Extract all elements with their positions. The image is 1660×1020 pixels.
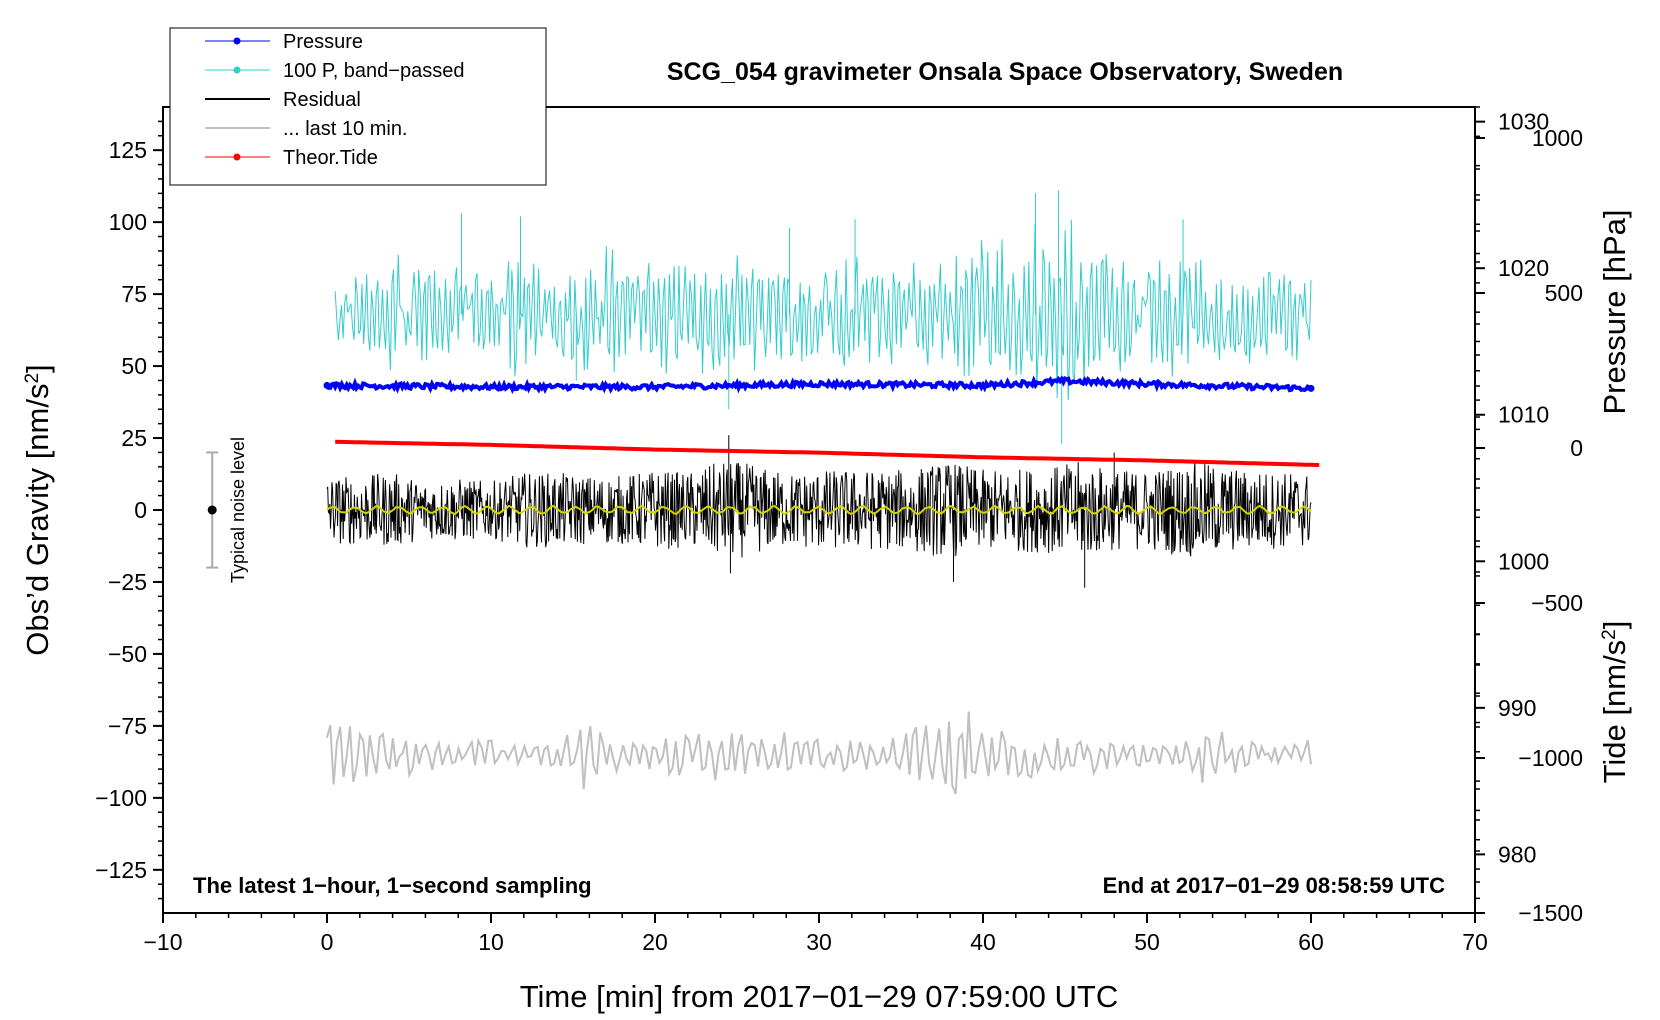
y-tick-label: 25: [121, 425, 147, 451]
x-tick-label: −10: [143, 929, 182, 955]
pressure-tick-label: 1000: [1498, 548, 1549, 574]
noise-bar-label: Typical noise level: [228, 437, 248, 583]
legend: Pressure 100 P, band−passed Residual ... la…: [169, 27, 547, 186]
x-axis-title: Time [min] from 2017−01−29 07:59:00 UTC: [520, 979, 1119, 1014]
x-tick-label: 30: [806, 929, 832, 955]
x-tick-label: 20: [642, 929, 668, 955]
y-axis-title-left: Obs’d Gravity [nm/s2]: [20, 364, 55, 655]
y-tick-label: 100: [109, 209, 147, 235]
chart-title: SCG_054 gravimeter Onsala Space Observat…: [667, 58, 1343, 86]
noise-bar-center: [207, 505, 217, 515]
tide-tick-label: 500: [1545, 280, 1583, 306]
legend-box: [169, 27, 547, 186]
legend-label: ... last 10 min.: [283, 118, 408, 140]
legend-label: Residual: [283, 89, 361, 111]
legend-marker: [233, 153, 241, 161]
y-tick-label: 75: [121, 281, 147, 307]
tide-tick-label: 1000: [1532, 125, 1583, 151]
series-bandpassed-pressure: [334, 219, 1312, 401]
pressure-tick-label: 1010: [1498, 402, 1549, 428]
x-tick-label: 40: [970, 929, 996, 955]
y-axis-title-pressure: Pressure [hPa]: [1597, 209, 1632, 414]
y-tick-label: 125: [109, 137, 147, 163]
pressure-tick-label: 980: [1498, 841, 1536, 867]
pressure-end-point: [1307, 384, 1315, 392]
pressure-tick-label: 1030: [1498, 109, 1549, 135]
note-bottom-left: The latest 1−hour, 1−second sampling: [193, 873, 592, 898]
legend-label: Pressure: [283, 31, 363, 53]
tide-tick-label: −1500: [1518, 900, 1583, 926]
legend-label: 100 P, band−passed: [283, 60, 464, 82]
legend-marker: [233, 66, 241, 74]
pressure-start-point: [323, 381, 331, 389]
x-tick-label: 60: [1298, 929, 1324, 955]
legend-marker: [233, 37, 241, 45]
x-tick-label: 70: [1462, 929, 1488, 955]
pressure-tick-label: 1020: [1498, 255, 1549, 281]
tide-tick-label: 0: [1570, 435, 1583, 461]
legend-label: Theor.Tide: [283, 147, 378, 169]
x-tick-label: 50: [1134, 929, 1160, 955]
series-pressure: [326, 375, 1312, 395]
y-tick-label: −25: [108, 569, 147, 595]
x-tick-label: 10: [478, 929, 504, 955]
y-tick-label: −125: [95, 857, 147, 883]
pressure-tick-label: 990: [1498, 695, 1536, 721]
series-layer: [323, 190, 1320, 795]
axes-layer: −10 0 10 20 30 40 50 60 70−125−100−75−50−2502550…: [95, 106, 1583, 955]
y-axis-title-tide: Tide [nm/s2]: [1597, 621, 1632, 784]
y-tick-label: 50: [121, 353, 147, 379]
y-tick-label: −75: [108, 713, 147, 739]
noise-layer: Typical noise level: [206, 437, 248, 583]
series-residual: [326, 461, 1312, 558]
y-tick-label: 0: [134, 497, 147, 523]
tide-tick-label: −500: [1531, 590, 1583, 616]
series-last-10-min: [326, 711, 1312, 795]
y-tick-label: −50: [108, 641, 147, 667]
series-residual-smoothed: [326, 504, 1312, 516]
y-tick-label: −100: [95, 785, 147, 811]
x-tick-label: 0: [321, 929, 334, 955]
tide-tick-label: −1000: [1518, 745, 1583, 771]
note-bottom-right: End at 2017−01−29 08:58:59 UTC: [1103, 873, 1446, 898]
series-theoretical-tide: [335, 439, 1320, 467]
